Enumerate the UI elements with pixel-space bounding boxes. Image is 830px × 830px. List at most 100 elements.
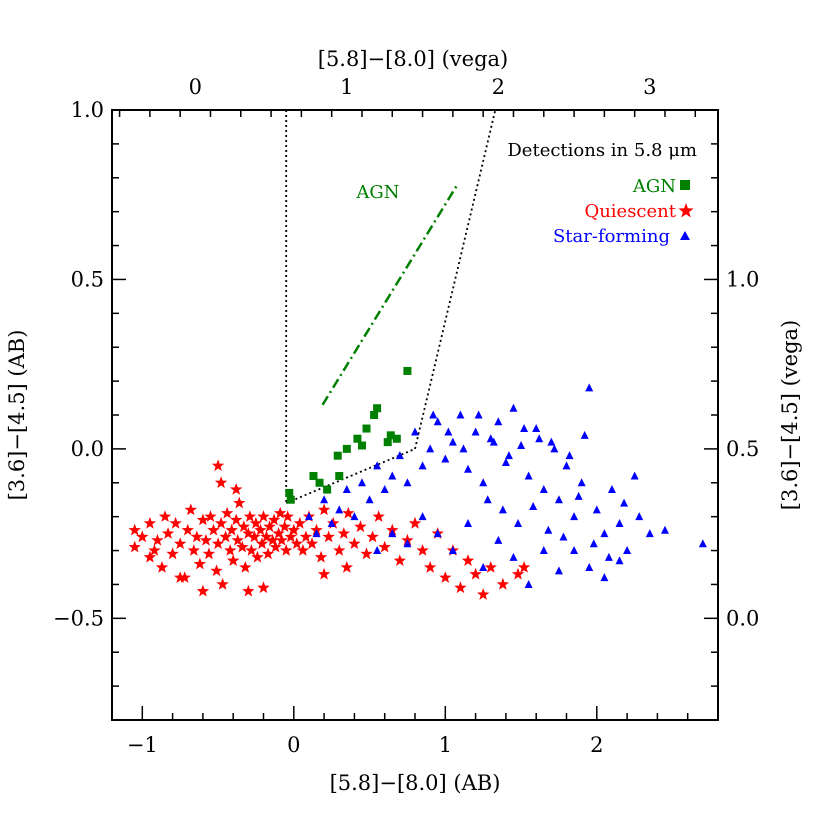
starforming-point bbox=[615, 556, 624, 565]
quiescent-point bbox=[484, 561, 497, 573]
starforming-point bbox=[403, 539, 412, 548]
starforming-point bbox=[600, 573, 609, 582]
starforming-point bbox=[547, 437, 556, 446]
starforming-point bbox=[494, 535, 503, 544]
x-top-tick-label: 1 bbox=[340, 75, 353, 99]
starforming-point bbox=[448, 546, 457, 555]
starforming-point bbox=[395, 451, 404, 460]
starforming-point bbox=[464, 464, 473, 473]
agn-point bbox=[333, 451, 342, 460]
quiescent-point bbox=[187, 544, 200, 556]
starforming-point bbox=[532, 424, 541, 433]
starforming-point bbox=[498, 505, 507, 514]
starforming-point bbox=[474, 410, 483, 419]
quiescent-point bbox=[211, 537, 225, 549]
starforming-point bbox=[554, 495, 563, 504]
starforming-point bbox=[630, 471, 639, 480]
starforming-point bbox=[529, 502, 538, 510]
quiescent-point bbox=[517, 561, 531, 573]
quiescent-point bbox=[204, 510, 217, 522]
quiescent-point bbox=[275, 533, 288, 546]
quiescent-point bbox=[174, 571, 187, 583]
y-tick-label: −0.5 bbox=[53, 606, 104, 630]
quiescent-point bbox=[360, 547, 373, 560]
quiescent-point bbox=[143, 550, 157, 563]
agn-point bbox=[403, 366, 412, 375]
x-top-axis-label: [5.8]−[8.0] (vega) bbox=[318, 47, 508, 71]
starforming-point bbox=[570, 546, 579, 555]
starforming-point bbox=[535, 434, 544, 443]
quiescent-point bbox=[354, 520, 367, 533]
quiescent-point bbox=[239, 561, 252, 573]
starforming-point bbox=[373, 546, 382, 555]
starforming-point bbox=[373, 461, 382, 470]
quiescent-point bbox=[261, 547, 275, 560]
starforming-point bbox=[403, 478, 412, 487]
agn-point bbox=[383, 438, 392, 447]
quiescent-point bbox=[281, 510, 294, 522]
agn-point bbox=[335, 472, 344, 480]
starforming-point bbox=[411, 427, 419, 436]
quiescent-point bbox=[366, 530, 379, 543]
starforming-point bbox=[524, 471, 533, 480]
quiescent-point bbox=[254, 523, 267, 536]
agn-wedge-right-line bbox=[414, 110, 497, 450]
quiescent-point bbox=[257, 510, 270, 522]
quiescent-point bbox=[469, 567, 482, 580]
starforming-point bbox=[357, 478, 366, 487]
starforming-point bbox=[342, 485, 351, 494]
y-right-tick-label: 1.0 bbox=[726, 267, 759, 291]
starforming-point bbox=[539, 546, 548, 555]
quiescent-point bbox=[199, 533, 213, 546]
legend-marker-agn bbox=[680, 180, 690, 190]
quiescent-point bbox=[287, 523, 300, 536]
starforming-point bbox=[388, 471, 397, 480]
quiescent-point bbox=[155, 561, 169, 573]
quiescent-point bbox=[511, 567, 525, 580]
starforming-point bbox=[544, 525, 553, 534]
starforming-point bbox=[433, 529, 442, 538]
quiescent-point bbox=[257, 581, 270, 594]
quiescent-point bbox=[181, 523, 194, 536]
starforming-point bbox=[509, 552, 518, 561]
quiescent-point bbox=[136, 530, 149, 543]
starforming-point bbox=[592, 505, 601, 514]
quiescent-point bbox=[280, 544, 293, 556]
quiescent-point bbox=[496, 577, 510, 590]
x-axis-label: [5.8]−[8.0] (AB) bbox=[330, 771, 501, 795]
starforming-point bbox=[479, 563, 488, 571]
agn-point bbox=[285, 488, 294, 497]
agn-point bbox=[370, 411, 379, 419]
quiescent-point bbox=[184, 503, 197, 516]
legend-marker-quiescent bbox=[678, 203, 694, 218]
quiescent-point bbox=[237, 520, 250, 533]
legend-marker-starforming bbox=[680, 231, 690, 240]
starforming-point bbox=[433, 417, 442, 426]
quiescent-point bbox=[190, 530, 203, 543]
quiescent-point bbox=[236, 540, 249, 553]
x-tick-label: 2 bbox=[590, 733, 603, 757]
starforming-point bbox=[312, 529, 321, 538]
agn-point bbox=[362, 424, 371, 433]
quiescent-point bbox=[290, 537, 303, 549]
quiescent-point bbox=[255, 537, 269, 549]
starforming-point bbox=[600, 529, 609, 538]
starforming-point bbox=[429, 410, 438, 419]
starforming-point bbox=[418, 461, 427, 470]
y-right-tick-label: 0.5 bbox=[726, 437, 759, 461]
quiescent-point bbox=[128, 540, 141, 553]
quiescent-point bbox=[439, 571, 452, 583]
quiescent-point bbox=[230, 513, 243, 526]
starforming-point bbox=[304, 512, 313, 521]
quiescent-point bbox=[337, 527, 350, 539]
quiescent-point bbox=[284, 530, 297, 543]
y-right-axis-label: [3.6]−[4.5] (vega) bbox=[778, 320, 802, 510]
agn-point bbox=[357, 441, 366, 450]
quiescent-point bbox=[322, 530, 335, 543]
quiescent-point bbox=[274, 506, 287, 519]
quiescent-point bbox=[393, 554, 406, 566]
starforming-point bbox=[464, 518, 473, 527]
quiescent-point bbox=[202, 547, 216, 560]
starforming-point bbox=[589, 539, 598, 548]
x-top-tick-label: 0 bbox=[189, 75, 202, 99]
